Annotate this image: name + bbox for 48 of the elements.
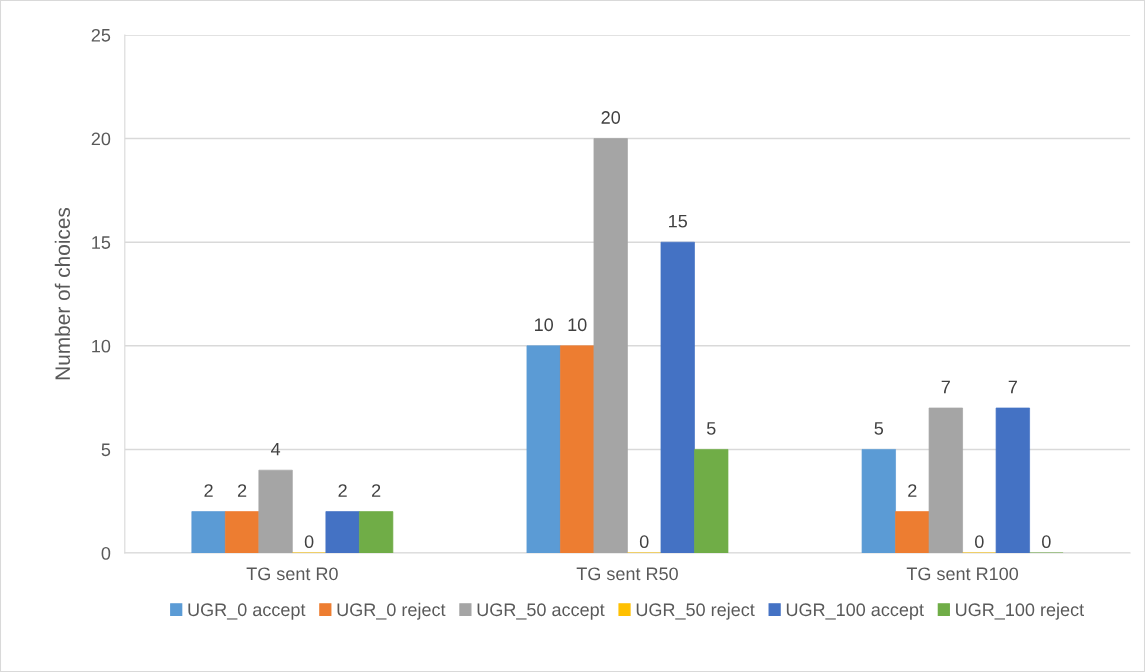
data-label: 15 <box>669 214 688 228</box>
data-label: 5 <box>706 422 716 435</box>
y-tick-label: 20 <box>91 132 111 146</box>
y-tick-label: 0 <box>101 546 111 560</box>
data-label: 2 <box>237 484 247 497</box>
x-tick-label: TG sent R0 <box>246 567 338 581</box>
bar <box>861 449 896 554</box>
bar <box>526 345 561 554</box>
legend-label: UGR_50 accept <box>477 603 605 620</box>
data-label: 7 <box>1008 380 1017 394</box>
data-label: 2 <box>204 484 213 497</box>
data-label: 2 <box>338 484 347 497</box>
y-tick-label: 10 <box>92 339 111 353</box>
legend-label: UGR_50 reject <box>636 602 755 620</box>
bar <box>258 469 293 554</box>
data-label: 20 <box>601 111 621 124</box>
y-axis-title: Number of choices <box>54 207 71 380</box>
bar <box>593 138 628 554</box>
y-tick-label: 25 <box>91 28 111 42</box>
x-tick-label: TG sent R100 <box>906 567 1019 581</box>
data-label: 0 <box>304 535 314 549</box>
data-label: 0 <box>975 535 984 549</box>
legend-label: UGR_100 reject <box>956 602 1084 620</box>
x-tick-label: TG sent R50 <box>576 567 678 581</box>
bar <box>359 511 394 554</box>
legend-label: UGR_0 accept <box>188 603 306 620</box>
data-label: 2 <box>372 484 381 497</box>
data-label: 10 <box>568 318 587 332</box>
data-label: 0 <box>1042 535 1051 549</box>
bar <box>560 345 595 554</box>
bar <box>895 511 930 554</box>
y-tick-label: 5 <box>101 443 111 457</box>
data-label: 5 <box>874 422 884 435</box>
y-tick-label: 15 <box>92 236 111 249</box>
bar <box>995 407 1030 554</box>
bar <box>694 449 729 554</box>
data-label: 7 <box>941 380 950 394</box>
legend-label: UGR_0 reject <box>337 602 446 620</box>
bar <box>191 511 226 554</box>
bar <box>224 511 260 554</box>
bar <box>660 241 695 554</box>
data-label: 0 <box>639 535 649 549</box>
data-label: 4 <box>271 442 281 456</box>
data-label: 2 <box>908 484 917 497</box>
bar <box>928 407 963 554</box>
legend-label: UGR_100 accept <box>786 603 924 620</box>
data-label: 10 <box>535 318 554 332</box>
bar <box>325 511 360 554</box>
